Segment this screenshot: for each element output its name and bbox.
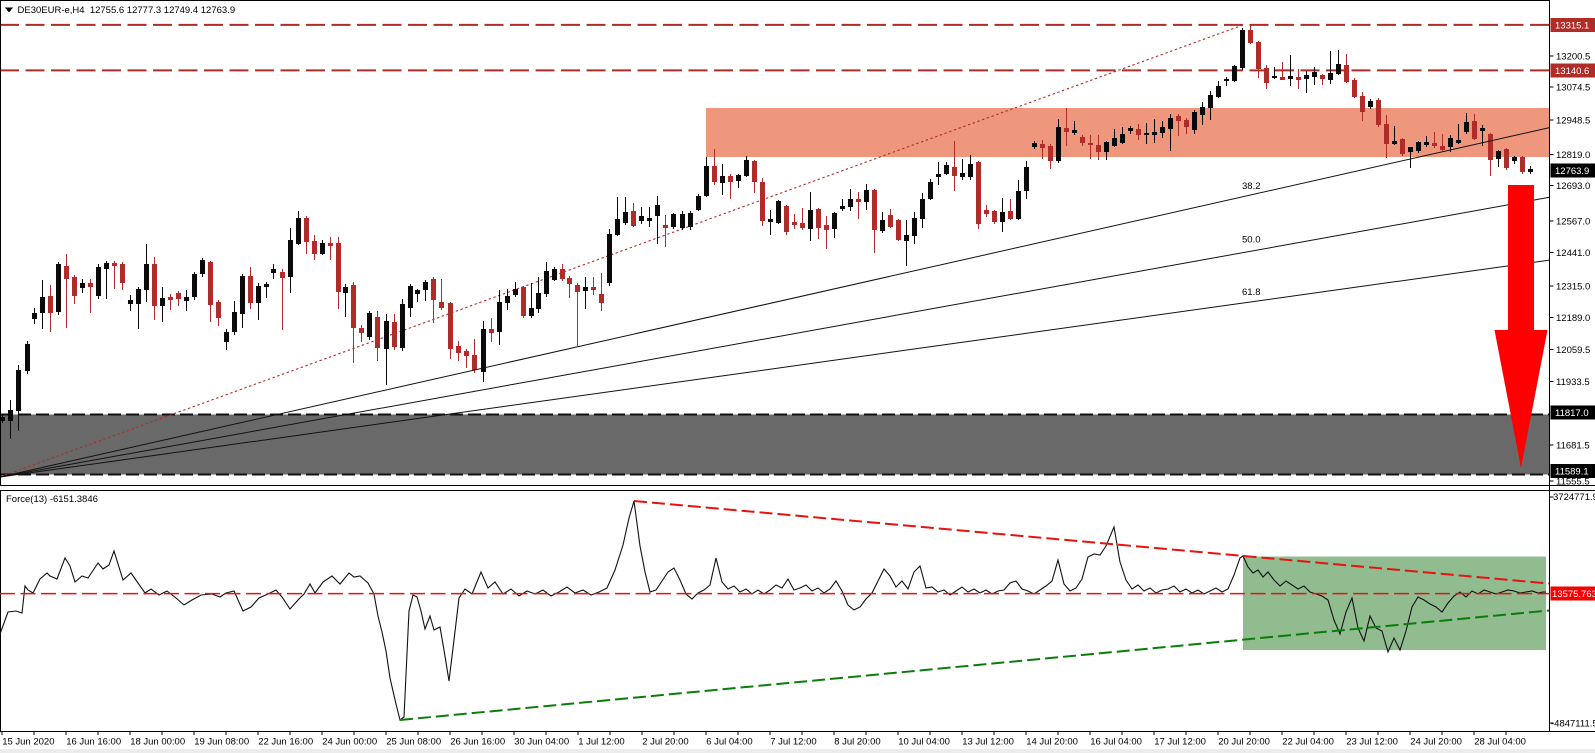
svg-text:6 Jul 04:00: 6 Jul 04:00 — [706, 737, 752, 748]
svg-text:14 Jul 20:00: 14 Jul 20:00 — [1026, 737, 1078, 748]
svg-text:11817.0: 11817.0 — [1555, 408, 1589, 419]
svg-text:20 Jul 20:00: 20 Jul 20:00 — [1218, 737, 1270, 748]
svg-text:DE30EUR-e,H4 12755.6 12777.3: DE30EUR-e,H4 12755.6 12777.3 12749.4 127… — [18, 5, 236, 16]
svg-text:23 Jul 12:00: 23 Jul 12:00 — [1346, 737, 1398, 748]
svg-text:50.0: 50.0 — [1242, 235, 1261, 246]
svg-text:38.2: 38.2 — [1242, 181, 1261, 192]
svg-text:17 Jul 12:00: 17 Jul 12:00 — [1154, 737, 1206, 748]
svg-text:16 Jun 16:00: 16 Jun 16:00 — [66, 737, 121, 748]
svg-text:12059.5: 12059.5 — [1556, 345, 1590, 356]
svg-text:12567.0: 12567.0 — [1556, 216, 1590, 227]
svg-text:13575.763: 13575.763 — [1552, 589, 1595, 600]
svg-text:22 Jun 16:00: 22 Jun 16:00 — [258, 737, 313, 748]
svg-text:61.8: 61.8 — [1242, 287, 1261, 298]
svg-text:12819.0: 12819.0 — [1556, 150, 1590, 161]
svg-text:12189.0: 12189.0 — [1556, 313, 1590, 324]
svg-text:8 Jul 20:00: 8 Jul 20:00 — [834, 737, 880, 748]
svg-text:12763.9: 12763.9 — [1555, 166, 1589, 177]
svg-text:18 Jun 00:00: 18 Jun 00:00 — [130, 737, 185, 748]
svg-text:3724771.9: 3724771.9 — [1553, 492, 1595, 503]
svg-text:30 Jun 04:00: 30 Jun 04:00 — [514, 737, 569, 748]
svg-text:28 Jul 04:00: 28 Jul 04:00 — [1474, 737, 1526, 748]
svg-text:11933.5: 11933.5 — [1556, 377, 1590, 388]
svg-text:1 Jul 12:00: 1 Jul 12:00 — [578, 737, 624, 748]
svg-text:11555.5: 11555.5 — [1556, 476, 1590, 487]
svg-text:24 Jun 00:00: 24 Jun 00:00 — [322, 737, 377, 748]
svg-text:16 Jul 04:00: 16 Jul 04:00 — [1090, 737, 1142, 748]
svg-text:13074.5: 13074.5 — [1556, 82, 1590, 93]
svg-text:25 Jun 08:00: 25 Jun 08:00 — [386, 737, 441, 748]
svg-text:10 Jul 04:00: 10 Jul 04:00 — [898, 737, 950, 748]
svg-text:22 Jul 04:00: 22 Jul 04:00 — [1282, 737, 1334, 748]
svg-text:11681.5: 11681.5 — [1556, 441, 1590, 452]
svg-text:12441.0: 12441.0 — [1556, 248, 1590, 259]
svg-text:12693.0: 12693.0 — [1556, 181, 1590, 192]
svg-text:26 Jun 16:00: 26 Jun 16:00 — [450, 737, 505, 748]
svg-text:13 Jul 12:00: 13 Jul 12:00 — [962, 737, 1014, 748]
svg-text:13200.5: 13200.5 — [1556, 51, 1590, 62]
svg-text:24 Jul 20:00: 24 Jul 20:00 — [1410, 737, 1462, 748]
svg-text:Force(13) -6151.3846: Force(13) -6151.3846 — [6, 494, 98, 505]
svg-text:19 Jun 08:00: 19 Jun 08:00 — [194, 737, 249, 748]
svg-text:11589.1: 11589.1 — [1555, 467, 1589, 478]
svg-text:15 Jun 2020: 15 Jun 2020 — [2, 737, 54, 748]
svg-text:13315.1: 13315.1 — [1555, 20, 1589, 31]
svg-text:12948.5: 12948.5 — [1556, 115, 1590, 126]
svg-text:-4847111.5: -4847111.5 — [1551, 719, 1595, 730]
svg-text:7 Jul 12:00: 7 Jul 12:00 — [770, 737, 816, 748]
svg-text:13140.6: 13140.6 — [1555, 66, 1589, 77]
svg-text:2 Jul 20:00: 2 Jul 20:00 — [642, 737, 688, 748]
svg-text:12315.0: 12315.0 — [1556, 281, 1590, 292]
